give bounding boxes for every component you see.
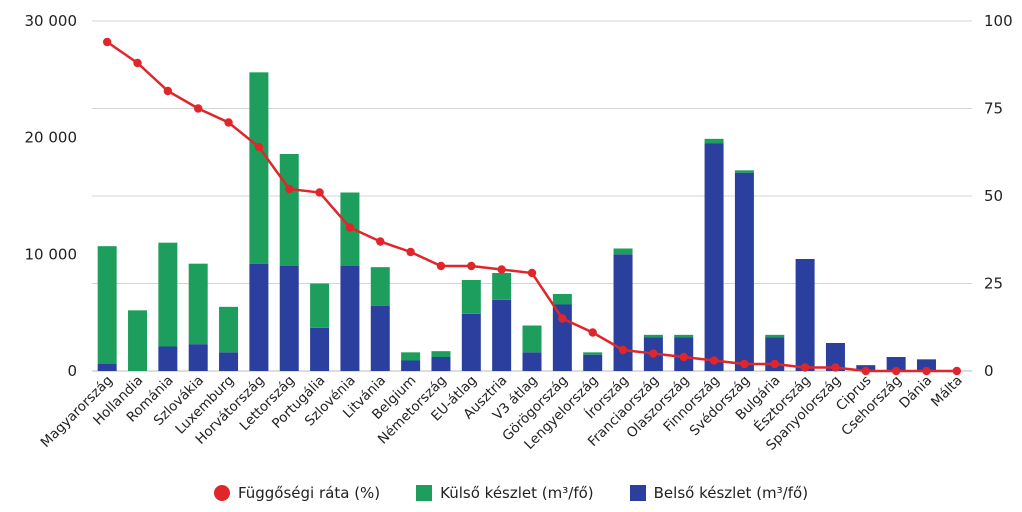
- left-axis-tick-label: 0: [67, 362, 77, 380]
- bar-external-stock: [492, 273, 512, 300]
- legend-label-internal-stock: Belső készlet (m³/fő): [653, 484, 809, 502]
- bar-internal-stock: [734, 172, 754, 371]
- legend-item-dependency-rate: Függőségi ráta (%): [213, 484, 381, 502]
- dependency-rate-point: [588, 328, 597, 337]
- chart-legend: Függőségi ráta (%) Külső készlet (m³/fő)…: [0, 484, 1022, 502]
- right-axis-tick-label: 50: [984, 187, 1003, 205]
- bar-internal-stock: [279, 266, 299, 371]
- bar-external-stock: [370, 267, 390, 306]
- dependency-rate-point: [163, 86, 173, 96]
- bar-external-stock: [674, 334, 694, 338]
- dependency-rate-point: [679, 352, 688, 362]
- bar-external-stock: [643, 334, 663, 338]
- right-axis-tick-label: 0: [984, 362, 994, 380]
- bar-external-stock: [704, 138, 724, 144]
- bar-external-stock: [583, 352, 603, 355]
- bar-external-stock: [734, 170, 754, 173]
- bar-internal-stock: [158, 346, 178, 371]
- bar-external-stock: [401, 352, 421, 361]
- category-label: Dánia: [896, 373, 935, 412]
- bar-internal-stock: [340, 266, 360, 371]
- legend-item-internal-stock: Belső készlet (m³/fő): [629, 484, 809, 502]
- dependency-rate-point: [497, 265, 506, 274]
- right-axis-tick-label: 75: [984, 100, 1003, 118]
- bar-external-stock: [613, 248, 633, 255]
- bar-external-stock: [522, 325, 542, 353]
- category-label: Málta: [928, 373, 966, 411]
- dependency-rate-point: [194, 104, 203, 113]
- dependency-rate-point: [345, 223, 355, 232]
- right-axis-tick-label: 25: [984, 275, 1003, 293]
- right-axis-tick-label: 100: [984, 12, 1013, 30]
- bar-internal-stock: [310, 327, 330, 371]
- dependency-rate-point: [922, 366, 931, 376]
- bar-internal-stock: [825, 343, 845, 371]
- dependency-rate-point: [254, 142, 264, 152]
- bar-external-stock: [188, 263, 208, 345]
- left-axis-tick-label: 20 000: [25, 129, 78, 147]
- bar-external-stock: [249, 72, 269, 264]
- bar-internal-stock: [613, 254, 633, 371]
- bar-external-stock: [158, 242, 178, 347]
- bar-internal-stock: [765, 337, 785, 371]
- bar-external-stock: [310, 283, 330, 328]
- dependency-rate-point: [740, 359, 749, 369]
- dependency-rate-point: [102, 37, 112, 47]
- dependency-rate-point: [861, 366, 870, 376]
- bar-internal-stock: [97, 364, 117, 371]
- dependency-rate-point: [891, 366, 901, 376]
- dependency-rate-point: [770, 359, 779, 369]
- left-axis-tick-label: 30 000: [25, 12, 78, 30]
- dependency-rate-point: [952, 366, 962, 376]
- dependency-rate-point: [618, 345, 628, 355]
- bar-external-stock: [279, 154, 299, 266]
- bar-external-stock: [219, 306, 239, 353]
- dependency-rate-point: [315, 188, 324, 197]
- legend-swatch-internal-stock: [629, 485, 646, 501]
- dependency-rate-point: [133, 58, 142, 68]
- dependency-rate-point: [436, 261, 446, 271]
- bar-internal-stock: [583, 354, 603, 371]
- bar-external-stock: [552, 294, 572, 305]
- bar-internal-stock: [461, 313, 481, 371]
- bar-external-stock: [461, 280, 481, 314]
- bar-internal-stock: [219, 352, 239, 371]
- legend-label-external-stock: Külső készlet (m³/fő): [440, 484, 594, 502]
- dependency-rate-point: [467, 261, 476, 271]
- bar-internal-stock: [704, 143, 724, 371]
- bar-external-stock: [431, 351, 451, 357]
- dependency-rate-point: [649, 349, 658, 358]
- dependency-rate-point: [831, 363, 840, 372]
- bar-internal-stock: [249, 263, 269, 371]
- dependency-rate-point: [406, 247, 415, 257]
- bar-internal-stock: [188, 344, 208, 371]
- bar-internal-stock: [401, 360, 421, 371]
- bar-internal-stock: [795, 259, 815, 371]
- bar-internal-stock: [431, 357, 451, 371]
- legend-swatch-dependency-rate: [213, 485, 230, 501]
- bar-internal-stock: [916, 359, 936, 371]
- dependency-rate-point: [709, 356, 719, 365]
- bar-external-stock: [765, 334, 785, 338]
- legend-label-dependency-rate: Függőségi ráta (%): [237, 484, 381, 502]
- bar-internal-stock: [492, 299, 512, 371]
- dependency-rate-point: [800, 363, 810, 372]
- bar-internal-stock: [522, 352, 542, 371]
- bar-internal-stock: [886, 357, 906, 371]
- dependency-rate-point: [224, 118, 233, 127]
- legend-item-external-stock: Külső készlet (m³/fő): [416, 484, 594, 502]
- legend-swatch-external-stock: [416, 485, 433, 501]
- dependency-rate-point: [558, 314, 567, 323]
- dependency-rate-point: [527, 268, 537, 278]
- left-axis-tick-label: 10 000: [25, 245, 78, 263]
- bar-external-stock: [97, 246, 117, 364]
- bar-external-stock: [128, 310, 148, 371]
- bar-internal-stock: [370, 305, 390, 371]
- dependency-rate-point: [376, 237, 385, 246]
- dependency-rate-point: [285, 184, 294, 194]
